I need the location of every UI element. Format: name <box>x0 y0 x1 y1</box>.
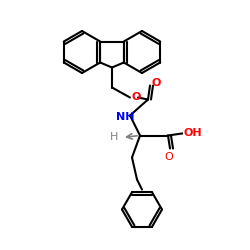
Text: NH: NH <box>116 112 134 122</box>
Text: O: O <box>132 92 141 102</box>
Text: O: O <box>164 152 173 162</box>
Text: H: H <box>110 132 118 142</box>
Text: OH: OH <box>184 128 203 138</box>
Text: O: O <box>151 78 160 88</box>
